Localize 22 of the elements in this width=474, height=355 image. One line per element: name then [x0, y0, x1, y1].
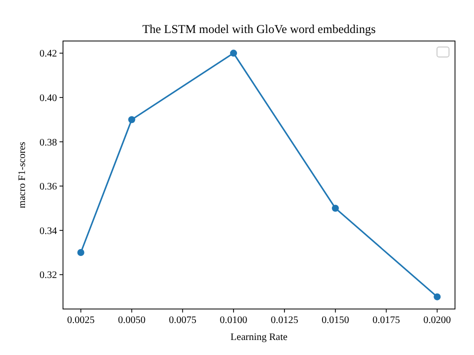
y-tick-label: 0.34	[40, 226, 57, 237]
y-tick-label: 0.42	[40, 48, 57, 60]
chart-title: The LSTM model with GloVe word embeddings	[142, 22, 376, 36]
x-tick-label: 0.0200	[423, 315, 451, 326]
x-tick-label: 0.0125	[270, 315, 298, 326]
y-tick-label: 0.36	[40, 182, 57, 193]
x-tick-label: 0.0100	[220, 315, 248, 326]
point	[332, 204, 339, 212]
y-tick-label: 0.40	[40, 92, 57, 104]
y-axis-title: macro F1-scores	[17, 142, 28, 208]
x-tick-label: 0.0150	[322, 315, 350, 326]
y-tick-label: 0.32	[40, 270, 57, 282]
x-tick-label: 0.0025	[67, 315, 95, 326]
point	[434, 293, 441, 300]
point	[230, 50, 238, 57]
x-tick-label: 0.0050	[118, 315, 146, 326]
point	[128, 116, 136, 124]
x-tick-label: 0.0175	[372, 315, 400, 326]
y-tick-label: 0.38	[40, 137, 57, 148]
point	[77, 249, 84, 256]
x-tick-label: 0.0075	[168, 315, 196, 326]
x-axis-title: Learning Rate	[230, 332, 288, 343]
